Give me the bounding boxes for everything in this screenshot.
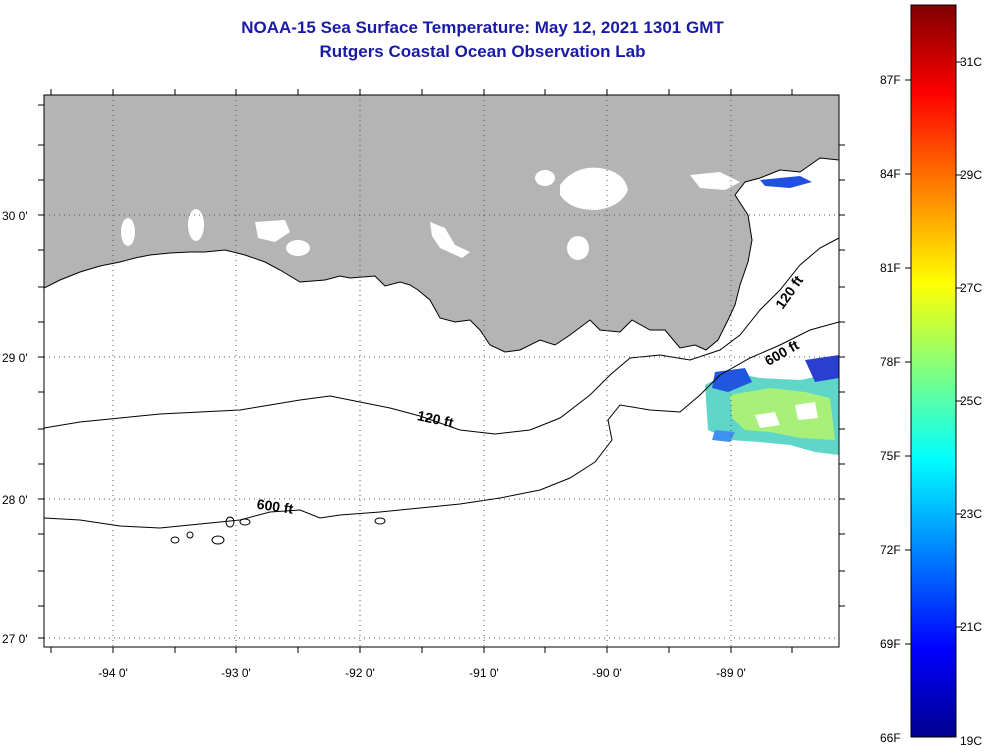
cb-c-27: 27C [960, 281, 982, 295]
seamount-contours [170, 516, 386, 545]
map-frame [43, 94, 840, 648]
cb-c-21: 21C [960, 620, 982, 634]
cb-c-23: 23C [960, 507, 982, 521]
cb-c-25: 25C [960, 394, 982, 408]
colorbar [910, 4, 957, 738]
cb-c-19: 19C [960, 734, 982, 748]
cb-f-81: 81F [880, 261, 901, 275]
cb-f-75: 75F [880, 449, 901, 463]
contour-600ft [44, 321, 839, 529]
coastal-marsh-east [690, 172, 740, 190]
lat-ticks [38, 104, 845, 639]
contour-label-600: 600 ft [256, 496, 295, 517]
lon-label-90: -90 0' [592, 666, 622, 680]
sst-data-patch [705, 176, 839, 455]
lat-label-29: 29 0' [2, 351, 28, 365]
cb-f-69: 69F [880, 637, 901, 651]
lake-salvador [567, 236, 589, 260]
contour-label-120: 120 ft [416, 407, 455, 430]
map-subtitle: Rutgers Coastal Ocean Observation Lab [319, 42, 646, 61]
lon-label-91: -91 0' [469, 666, 499, 680]
lake-pontchartrain [560, 167, 628, 210]
cb-c-29: 29C [960, 168, 982, 182]
lon-label-93: -93 0' [221, 666, 251, 680]
lake-atchafalaya [430, 222, 470, 258]
land-mass [44, 95, 839, 352]
lat-label-28: 28 0' [2, 493, 28, 507]
cb-f-78: 78F [880, 355, 901, 369]
lake-grand [255, 220, 290, 242]
cb-c-31: 31C [960, 55, 982, 69]
cb-f-72: 72F [880, 543, 901, 557]
contour-120ft [44, 237, 839, 435]
lake-white [286, 240, 310, 256]
colorbar-ticks [905, 61, 962, 645]
lon-label-94: -94 0' [98, 666, 128, 680]
map-title: NOAA-15 Sea Surface Temperature: May 12,… [241, 18, 724, 37]
lat-label-30: 30 0' [2, 209, 28, 223]
graticule [44, 95, 839, 647]
lon-label-92: -92 0' [345, 666, 375, 680]
lake-sabine [121, 218, 135, 246]
lon-label-89: -89 0' [716, 666, 746, 680]
lake-maurepas [535, 170, 555, 186]
cb-f-84: 84F [880, 167, 901, 181]
cb-f-87: 87F [880, 73, 901, 87]
lake-calcasieu [188, 209, 204, 241]
coastline [44, 157, 839, 353]
lon-ticks [50, 89, 793, 653]
cb-f-66: 66F [880, 731, 901, 745]
lat-label-27: 27 0' [2, 632, 28, 646]
